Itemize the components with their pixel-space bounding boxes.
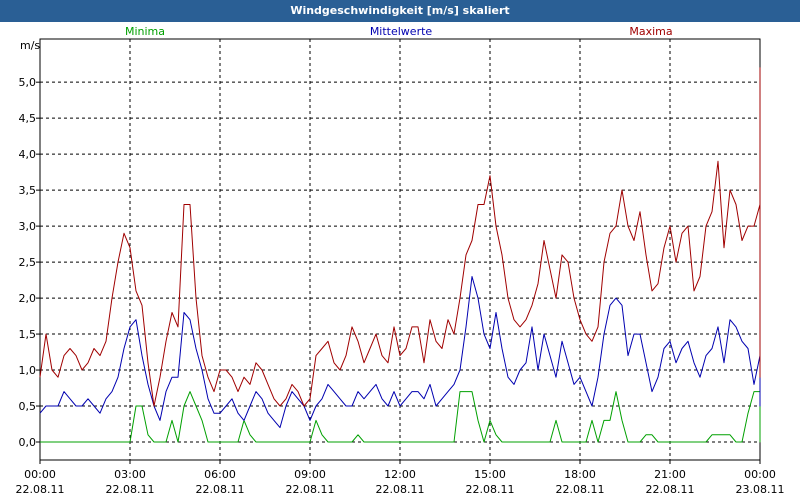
x-tick-date-1: 22.08.11: [106, 483, 155, 496]
x-tick-time-5: 15:00: [474, 468, 506, 481]
y-tick-label-7: 3,5: [19, 184, 37, 197]
legend-mittelwerte: Mittelwerte: [370, 25, 433, 38]
x-tick-time-7: 21:00: [654, 468, 686, 481]
x-tick-time-8: 00:00: [744, 468, 776, 481]
y-axis-label: m/s: [20, 39, 40, 52]
series-line-maxima: [39, 67, 761, 407]
x-tick-date-2: 22.08.11: [196, 483, 245, 496]
y-tick-label-5: 2,5: [19, 256, 37, 269]
y-tick-label-0: 0,0: [19, 436, 37, 449]
x-tick-date-3: 22.08.11: [286, 483, 335, 496]
y-tick-label-1: 0,5: [19, 400, 37, 413]
x-tick-time-3: 09:00: [294, 468, 326, 481]
x-tick-time-1: 03:00: [114, 468, 146, 481]
x-tick-date-0: 22.08.11: [16, 483, 65, 496]
y-tick-label-10: 5,0: [19, 76, 37, 89]
y-tick-label-4: 2,0: [19, 292, 37, 305]
y-tick-label-8: 4,0: [19, 148, 37, 161]
x-tick-date-4: 22.08.11: [376, 483, 425, 496]
chart-title: Windgeschwindigkeit [m/s] skaliert: [0, 0, 800, 22]
x-tick-date-6: 22.08.11: [556, 483, 605, 496]
x-tick-time-2: 06:00: [204, 468, 236, 481]
x-tick-date-5: 22.08.11: [466, 483, 515, 496]
x-tick-time-6: 18:00: [564, 468, 596, 481]
legend-minima: Minima: [125, 25, 165, 38]
x-tick-date-7: 22.08.11: [646, 483, 695, 496]
x-tick-time-0: 00:00: [24, 468, 56, 481]
x-tick-date-8: 23.08.11: [736, 483, 785, 496]
legend-maxima: Maxima: [629, 25, 672, 38]
y-tick-label-9: 4,5: [19, 112, 37, 125]
y-tick-label-2: 1,0: [19, 364, 37, 377]
wind-speed-chart: 0,0 0,5 1,0 1,5 2,0 2,5 3,0 3,5 4,0 4,5 5,0 00:00 22…: [16, 25, 785, 496]
y-tick-label-6: 3,0: [19, 220, 37, 233]
y-tick-label-3: 1,5: [19, 328, 37, 341]
x-tick-time-4: 12:00: [384, 468, 416, 481]
